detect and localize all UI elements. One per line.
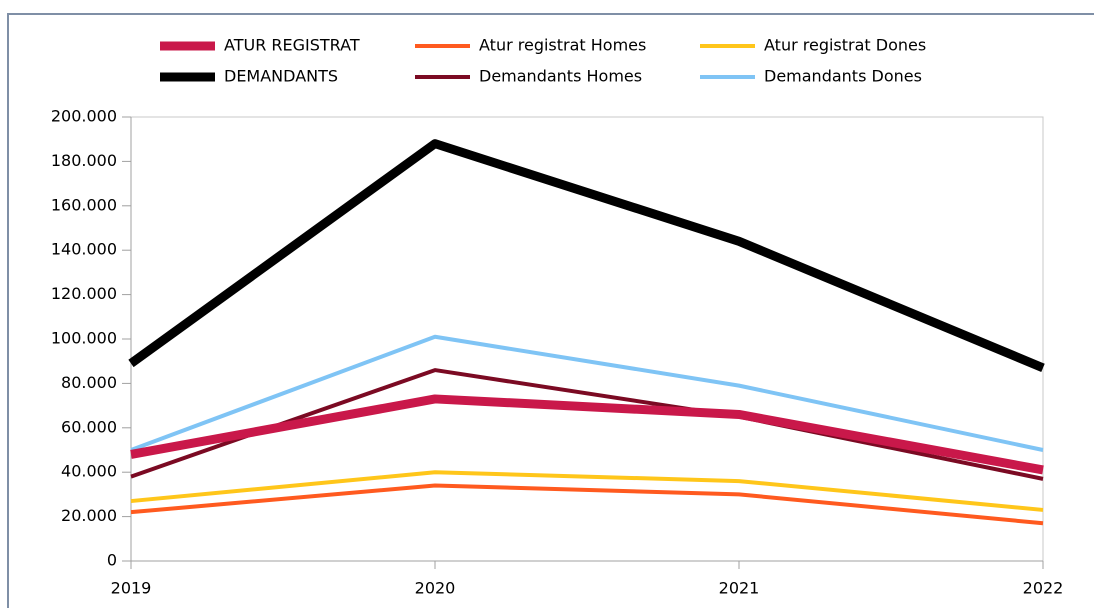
y-tick-label: 20.000	[61, 506, 117, 525]
legend-label: ATUR REGISTRAT	[224, 36, 360, 55]
legend-label: DEMANDANTS	[224, 67, 338, 86]
legend-label: Demandants Homes	[479, 67, 642, 86]
y-tick-label: 60.000	[61, 417, 117, 436]
y-tick-label: 0	[107, 551, 117, 570]
legend-label: Atur registrat Homes	[479, 36, 646, 55]
frame	[7, 13, 1094, 608]
series-line	[130, 470, 1044, 512]
x-tick-label: 2022	[1023, 579, 1064, 598]
y-tick-label: 80.000	[61, 373, 117, 392]
y-tick-label: 200.000	[51, 107, 117, 126]
legend-label: Demandants Dones	[764, 67, 922, 86]
series-line	[130, 483, 1044, 526]
series-line	[130, 394, 1044, 475]
y-tick-label: 100.000	[51, 329, 117, 348]
y-tick-label: 180.000	[51, 151, 117, 170]
y-tick-label: 40.000	[61, 462, 117, 481]
x-tick-label: 2019	[111, 579, 152, 598]
x-tick-label: 2021	[719, 579, 760, 598]
series-line	[128, 139, 1045, 373]
y-tick-label: 160.000	[51, 195, 117, 214]
x-tick-label: 2020	[415, 579, 456, 598]
y-tick-label: 120.000	[51, 284, 117, 303]
legend-label: Atur registrat Dones	[764, 36, 926, 55]
series-line	[130, 368, 1044, 481]
series-line	[130, 334, 1044, 452]
plot-area	[130, 116, 1044, 562]
y-tick-label: 140.000	[51, 240, 117, 259]
